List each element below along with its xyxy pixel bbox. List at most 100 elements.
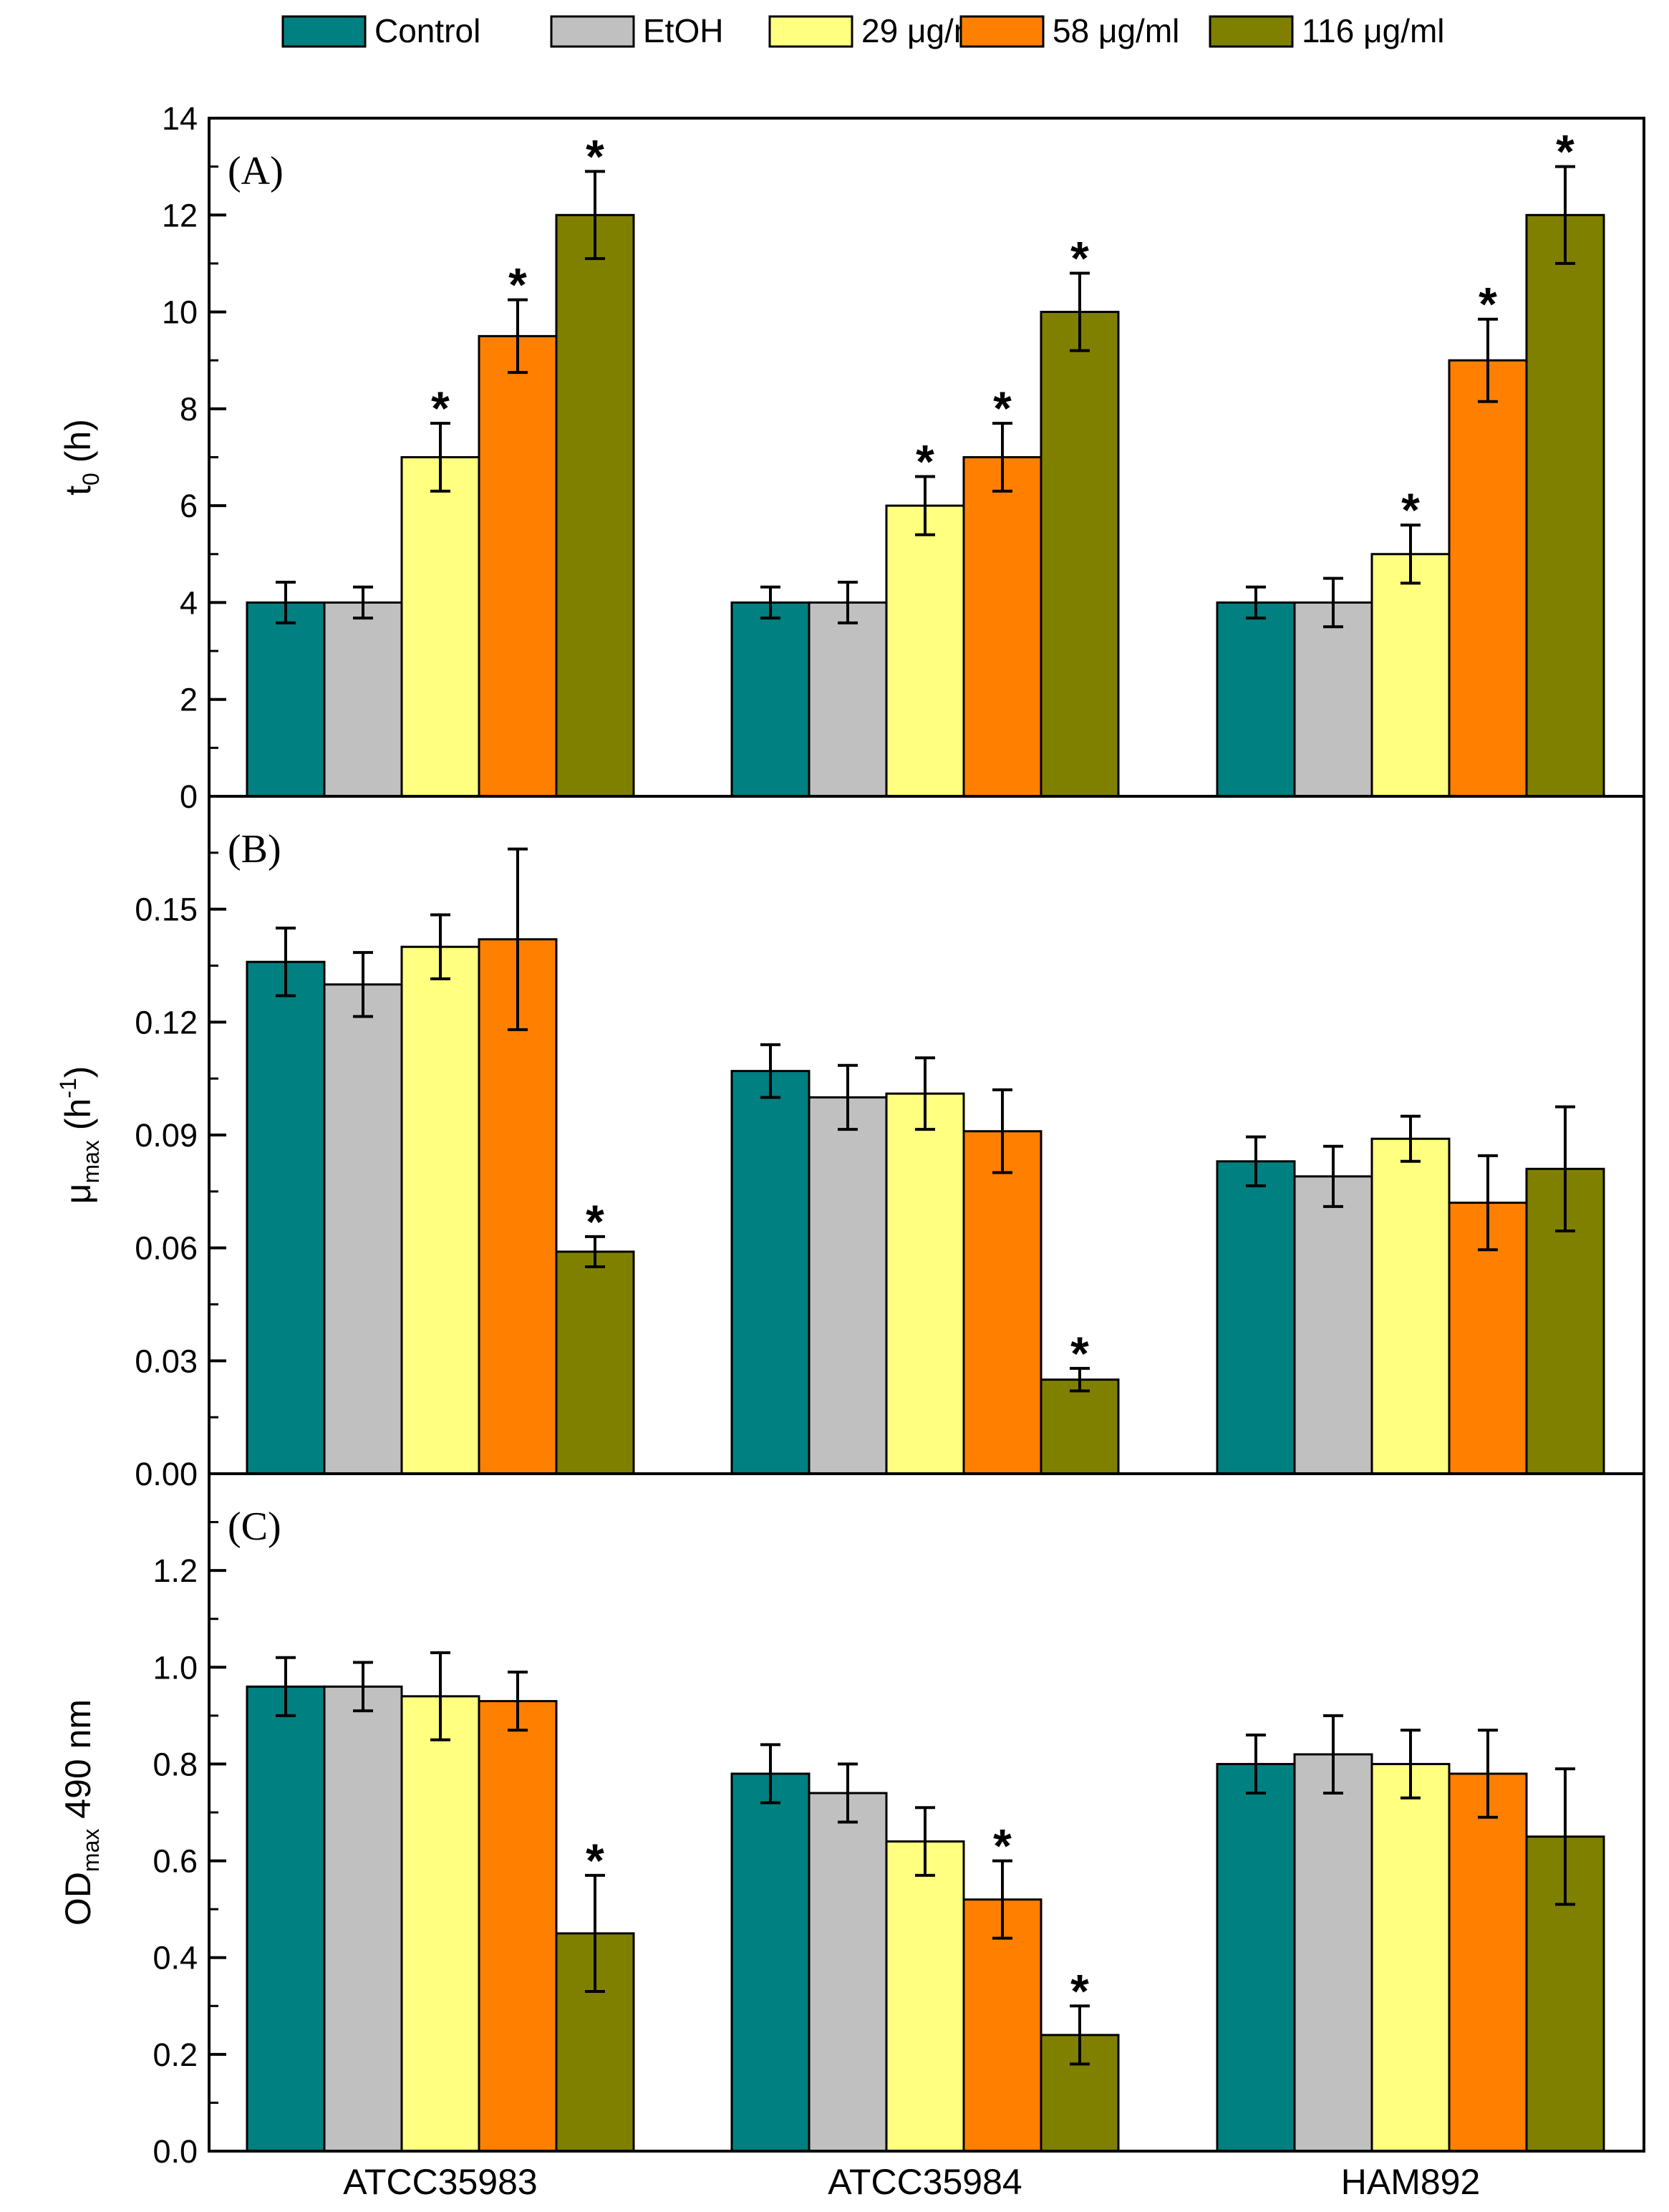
significance-star: * [586,1195,604,1248]
error-bar [585,1873,605,1994]
error-bar [760,1043,780,1099]
bar-c58-ATCC35984 [962,1898,1042,2153]
error-bar [1555,1767,1575,1906]
error-bar [1323,576,1343,629]
significance-star: * [993,1820,1012,1873]
bar-control-HAM892 [1216,1160,1296,1475]
error-bar [353,1661,373,1713]
bar-etoh-HAM892 [1293,1753,1373,2153]
significance-star: * [916,435,934,488]
error-bar [1478,1729,1498,1819]
bar-c29-ATCC35984 [885,1840,965,2153]
error-bar [838,1762,858,1824]
y-tick-label: 0.15 [135,892,198,928]
bar-etoh-ATCC35984 [808,1096,888,1475]
legend-swatch-control [281,15,367,48]
error-bar [992,1859,1012,1940]
error-bar [1246,1733,1266,1795]
error-bar [276,926,296,998]
legend-swatch-c116 [1209,15,1294,48]
error-bar [1555,165,1575,265]
y-tick-label: 0.4 [153,1940,198,1976]
y-tick-label: 0 [180,778,198,815]
y-tick-label: 0.09 [135,1117,198,1154]
panel-1: * * * * * * * * * 0 2 4 6 8 10 12 14 (A) t0 (h) [58,100,1645,815]
error-bar [1400,1729,1421,1800]
error-bar [276,1656,296,1717]
bar-c29-HAM892 [1370,553,1451,798]
error-bar [508,847,528,1031]
legend-label-etoh: EtOH [643,12,723,49]
significance-star: * [586,1834,604,1887]
legend-item-c29: 29 μg/ml [768,12,988,49]
bar-etoh-ATCC35984 [808,601,888,798]
error-bar [430,913,450,980]
bar-c116-HAM892 [1525,213,1605,798]
y-tick-label: 0.00 [135,1456,198,1492]
y-tick-label: 1.2 [153,1552,198,1589]
x-category-label: ATCC35984 [828,2162,1022,2202]
x-axis-category-labels: ATCC35983 ATCC35984 HAM892 [343,2162,1480,2202]
legend-item-control: Control [281,12,480,49]
error-bar [353,951,373,1018]
error-bar [915,475,935,536]
significance-star: * [586,130,604,183]
error-bar [838,1063,858,1131]
bar-c58-ATCC35984 [962,1130,1042,1475]
y-tick-label: 12 [162,197,198,233]
error-bar [760,585,780,620]
y-tick-label: 6 [180,488,198,524]
bar-control-ATCC35983 [246,960,326,1475]
error-bar [1070,271,1090,352]
y-tick-label: 0.03 [135,1343,198,1379]
significance-star: * [1401,483,1420,536]
error-bar [1323,1144,1343,1208]
bar-etoh-HAM892 [1293,1175,1373,1475]
error-bar [1400,523,1421,585]
bar-c29-HAM892 [1370,1762,1451,2153]
bar-c29-HAM892 [1370,1137,1451,1475]
error-bar [1323,1714,1343,1795]
bar-c116-ATCC35983 [555,1250,635,1475]
bar-etoh-ATCC35983 [323,601,403,798]
error-bar [1246,1135,1266,1187]
error-bar [508,298,528,375]
panel-label: (C) [228,1505,281,1549]
error-bar [915,1056,935,1131]
y-tick-label: 0.0 [153,2133,198,2170]
error-bar [508,1671,528,1732]
significance-star: * [1556,125,1574,178]
bar-etoh-ATCC35983 [323,1685,403,2153]
bar-control-ATCC35984 [730,1772,811,2153]
bar-control-ATCC35984 [730,601,811,798]
error-bar [992,1088,1012,1174]
y-tick-label: 0.06 [135,1230,198,1267]
error-bar [992,422,1012,493]
bar-c29-ATCC35983 [400,945,480,1475]
significance-star: * [508,259,527,311]
legend-label-c116: 116 μg/ml [1302,12,1445,49]
y-tick-label: 0.2 [153,2037,198,2073]
error-bar [1070,1366,1090,1393]
legend: Control EtOH 29 μg/ml 58 μg/ml 116 μg/ml [281,12,1445,49]
bar-c116-ATCC35984 [1040,1378,1120,1475]
significance-star: * [1070,1964,1089,2017]
error-bar [1478,1154,1498,1252]
significance-star: * [1070,1327,1089,1380]
error-bar [915,1806,935,1877]
error-bar [585,1235,605,1268]
legend-item-etoh: EtOH [550,12,723,49]
x-category-label: HAM892 [1341,2162,1481,2202]
bar-c116-ATCC35984 [1040,311,1120,798]
y-tick-label: 2 [180,682,198,718]
error-bar [760,1743,780,1805]
error-bar [838,581,858,624]
legend-swatch-c29 [768,15,853,48]
bar-c58-ATCC35983 [478,1700,558,2153]
panel-2: * * 0.00 0.03 0.06 0.09 0.12 0.15 (B) μmax (h-1) [55,795,1645,1492]
y-tick-label: 8 [180,391,198,428]
bar-c58-ATCC35983 [478,334,558,798]
bar-c58-HAM892 [1448,1772,1528,2153]
legend-label-control: Control [374,12,480,49]
